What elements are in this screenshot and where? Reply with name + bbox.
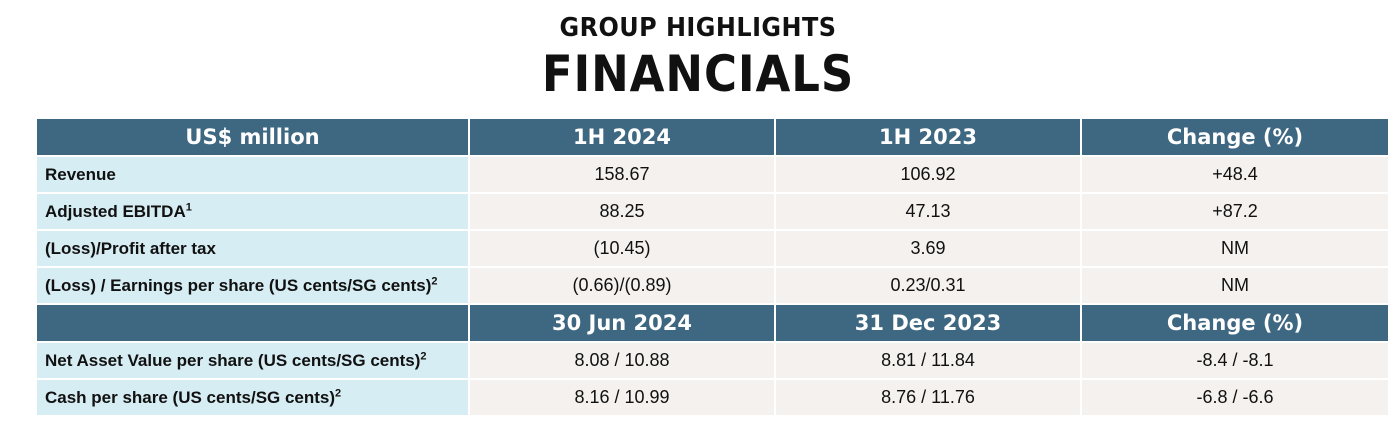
value-30-jun-2024: 8.16 / 10.99 bbox=[468, 378, 776, 417]
footnote-marker: 2 bbox=[420, 349, 427, 362]
page-subtitle: GROUP HIGHLIGHTS bbox=[559, 13, 837, 43]
column-header-31-dec-2023: 31 Dec 2023 bbox=[774, 303, 1082, 343]
table-row: Net Asset Value per share (US cents/SG c… bbox=[35, 341, 1390, 380]
row-label: Cash per share (US cents/SG cents)2 bbox=[35, 378, 470, 417]
column-header-metric bbox=[35, 303, 470, 343]
table-row: (Loss) / Earnings per share (US cents/SG… bbox=[35, 266, 1390, 305]
value-1h-2024: (10.45) bbox=[468, 229, 776, 268]
value-change: +87.2 bbox=[1080, 192, 1390, 231]
row-label: Adjusted EBITDA1 bbox=[35, 192, 470, 231]
column-header-1h-2024: 1H 2024 bbox=[468, 117, 776, 157]
table-row: Adjusted EBITDA1 88.25 47.13 +87.2 bbox=[35, 192, 1390, 231]
footnote-marker: 2 bbox=[431, 274, 438, 287]
column-header-change: Change (%) bbox=[1080, 303, 1390, 343]
footnote-marker: 1 bbox=[185, 200, 192, 213]
value-change: NM bbox=[1080, 266, 1390, 305]
value-31-dec-2023: 8.81 / 11.84 bbox=[774, 341, 1082, 380]
section2-header-row: 30 Jun 2024 31 Dec 2023 Change (%) bbox=[35, 303, 1390, 343]
table-row: (Loss)/Profit after tax (10.45) 3.69 NM bbox=[35, 229, 1390, 268]
value-1h-2024: (0.66)/(0.89) bbox=[468, 266, 776, 305]
value-1h-2023: 106.92 bbox=[774, 155, 1082, 194]
table-row: Revenue 158.67 106.92 +48.4 bbox=[35, 155, 1390, 194]
footnote-marker: 2 bbox=[335, 386, 342, 399]
column-header-metric: US$ million bbox=[35, 117, 470, 157]
table-row: Cash per share (US cents/SG cents)2 8.16… bbox=[35, 378, 1390, 417]
section1-header-row: US$ million 1H 2024 1H 2023 Change (%) bbox=[35, 117, 1390, 157]
row-label: (Loss)/Profit after tax bbox=[35, 229, 470, 268]
value-change: -6.8 / -6.6 bbox=[1080, 378, 1390, 417]
value-1h-2024: 88.25 bbox=[468, 192, 776, 231]
value-1h-2023: 47.13 bbox=[774, 192, 1082, 231]
column-header-1h-2023: 1H 2023 bbox=[774, 117, 1082, 157]
value-1h-2023: 0.23/0.31 bbox=[774, 266, 1082, 305]
column-header-change: Change (%) bbox=[1080, 117, 1390, 157]
value-change: +48.4 bbox=[1080, 155, 1390, 194]
row-label: Net Asset Value per share (US cents/SG c… bbox=[35, 341, 470, 380]
value-1h-2023: 3.69 bbox=[774, 229, 1082, 268]
column-header-30-jun-2024: 30 Jun 2024 bbox=[468, 303, 776, 343]
row-label: (Loss) / Earnings per share (US cents/SG… bbox=[35, 266, 470, 305]
value-change: -8.4 / -8.1 bbox=[1080, 341, 1390, 380]
page-title: FINANCIALS bbox=[541, 45, 855, 103]
value-30-jun-2024: 8.08 / 10.88 bbox=[468, 341, 776, 380]
value-1h-2024: 158.67 bbox=[468, 155, 776, 194]
financials-table: US$ million 1H 2024 1H 2023 Change (%) R… bbox=[35, 117, 1390, 417]
value-change: NM bbox=[1080, 229, 1390, 268]
row-label: Revenue bbox=[35, 155, 470, 194]
value-31-dec-2023: 8.76 / 11.76 bbox=[774, 378, 1082, 417]
